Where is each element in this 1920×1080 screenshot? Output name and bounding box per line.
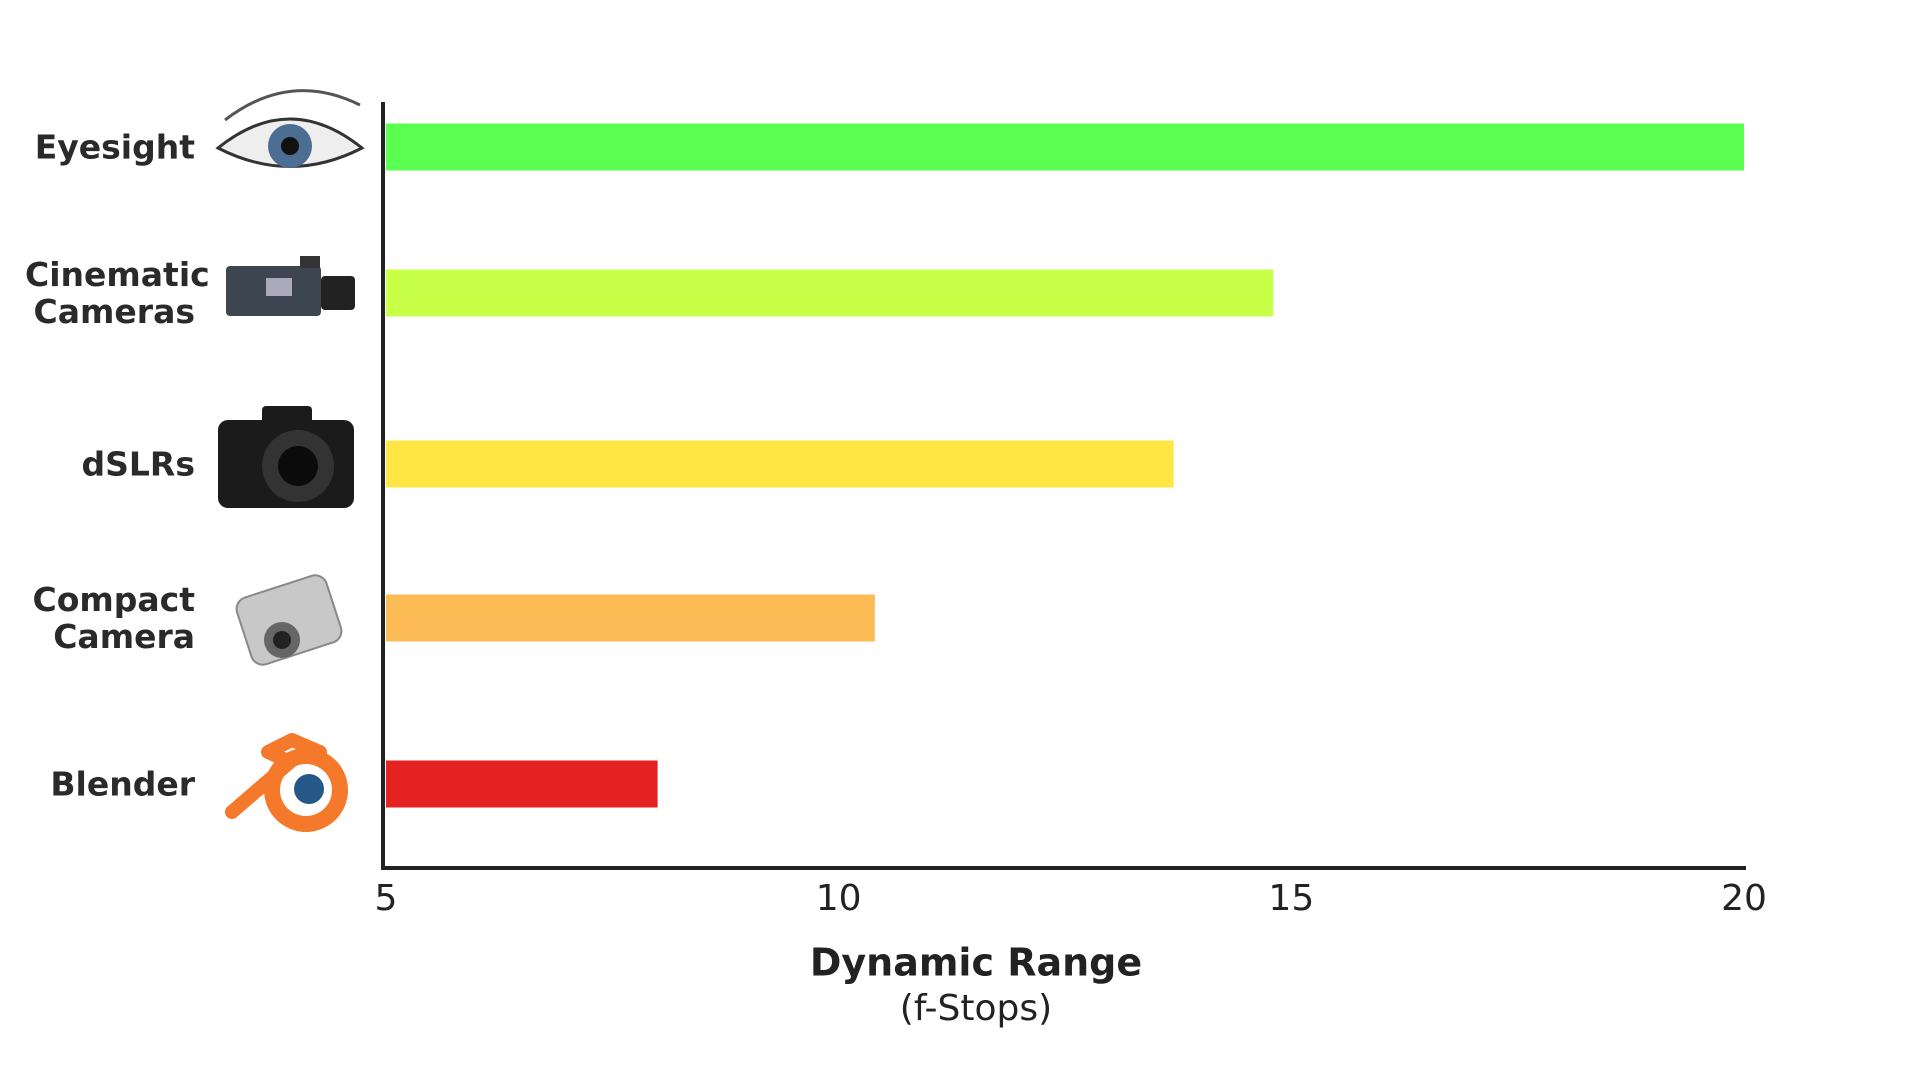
bar xyxy=(386,269,1274,317)
x-tick-label: 20 xyxy=(1721,878,1767,919)
x-tick-label: 5 xyxy=(375,878,398,919)
y-tick-label: Blender xyxy=(50,764,195,804)
bar xyxy=(386,594,875,642)
y-tick-label: dSLRs xyxy=(81,444,195,484)
compact-camera-icon xyxy=(235,574,343,666)
y-tick-label: Eyesight xyxy=(34,127,195,167)
blender-logo-icon xyxy=(225,733,348,832)
y-tick-label: Cinematic Cameras xyxy=(25,255,210,331)
cinema-camera-icon xyxy=(226,256,355,316)
x-tick-label: 10 xyxy=(816,878,862,919)
x-axis-title: Dynamic Range xyxy=(810,941,1142,985)
y-tick-label: Compact Camera xyxy=(32,580,195,656)
x-axis-subtitle: (f-Stops) xyxy=(900,988,1052,1029)
eye-icon xyxy=(215,89,365,168)
bar xyxy=(386,123,1744,171)
x-tick-label: 15 xyxy=(1268,878,1314,919)
bar xyxy=(386,760,658,808)
bar xyxy=(386,440,1174,488)
dslr-icon xyxy=(218,406,354,508)
